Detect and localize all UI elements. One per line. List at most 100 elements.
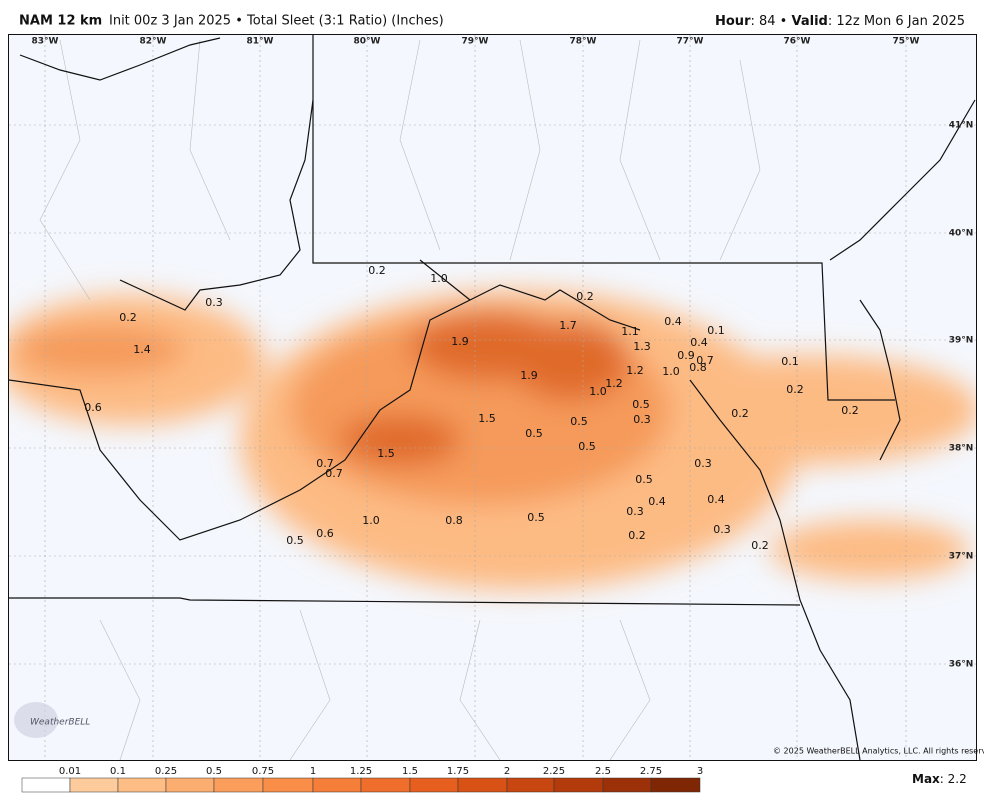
value-label: 0.8 (689, 361, 707, 374)
colorbar-swatch (602, 777, 652, 793)
logo: WeatherBELL (30, 718, 90, 728)
lat-label: 38°N (949, 444, 974, 454)
value-label: 0.7 (325, 467, 343, 480)
colorbar-swatch (457, 777, 508, 793)
max-label: Max (912, 772, 940, 786)
max: Max: 2.2 (912, 772, 967, 786)
lon-label: 78°W (570, 37, 597, 47)
value-label: 0.5 (527, 511, 545, 524)
value-label: 0.5 (525, 427, 543, 440)
sleet-shading (9, 290, 976, 590)
colorbar-label: 0.01 (59, 766, 81, 777)
colorbar-swatch (117, 777, 167, 793)
county-lines (39, 39, 761, 760)
value-label: 1.7 (559, 319, 577, 332)
colorbar-label: 1.75 (447, 766, 469, 777)
value-label: 0.5 (570, 415, 588, 428)
value-label: 0.2 (751, 539, 769, 552)
value-label: 1.2 (626, 364, 644, 377)
hour: Hour: 84 • Valid: 12z Mon 6 Jan 2025 (715, 14, 965, 29)
map-layer (9, 35, 976, 760)
value-label: 0.2 (731, 407, 749, 420)
colorbar-label: 3 (697, 766, 703, 777)
lon-label: 75°W (893, 37, 920, 47)
value-label: 0.5 (286, 534, 304, 547)
lon-label: 77°W (677, 37, 704, 47)
value-label: 1.3 (633, 340, 651, 353)
colorbar-label: 2.25 (543, 766, 565, 777)
value-label: 1.9 (520, 369, 538, 382)
colorbar-swatch (506, 777, 555, 793)
colorbar-swatch (213, 777, 264, 793)
colorbar-swatch (312, 777, 362, 793)
borders (9, 35, 976, 760)
value-label: 0.4 (664, 315, 682, 328)
value-label: 0.1 (707, 324, 725, 337)
value-label: 0.2 (576, 290, 594, 303)
colorbar-swatch (650, 777, 701, 793)
colorbar-label: 2.5 (595, 766, 611, 777)
colorbar-label: 0.1 (110, 766, 126, 777)
colorbar-label: 0.25 (155, 766, 177, 777)
value-label: 0.2 (786, 383, 804, 396)
colorbar-swatch (409, 777, 459, 793)
value-label: 1.0 (430, 272, 448, 285)
colorbar: 0.01 0.1 0.25 0.5 0.75 1 1.25 1.5 1.75 2 2.25 2.5 2.… (21, 766, 703, 793)
valid-label: Valid (791, 14, 827, 29)
hour-label: Hour (715, 14, 751, 29)
lat-label: 37°N (949, 552, 974, 562)
value-label: 1.5 (478, 412, 496, 425)
value-label: 1.5 (377, 447, 395, 460)
lat-label: 41°N (949, 121, 974, 131)
value-label: 0.4 (690, 336, 708, 349)
lat-label: 39°N (949, 336, 974, 346)
colorbar-swatch (21, 777, 71, 793)
value-label: 0.5 (578, 440, 596, 453)
value-label: 0.5 (632, 398, 650, 411)
lon-label: 79°W (462, 37, 489, 47)
lon-label: 82°W (140, 37, 167, 47)
colorbar-swatch (69, 777, 119, 793)
value-label: 0.3 (713, 523, 731, 536)
value-label: 0.7 (696, 354, 714, 367)
value-label: 0.2 (368, 264, 386, 277)
colorbar-swatch (165, 777, 215, 793)
value-label: 0.4 (707, 493, 725, 506)
lon-label: 80°W (354, 37, 381, 47)
lat-label: 36°N (949, 660, 974, 670)
value-label: 1.0 (362, 514, 380, 527)
value-label: 0.5 (635, 473, 653, 486)
header-info: Init 00z 3 Jan 2025 • Total Sleet (3:1 R… (109, 14, 444, 29)
model-name: NAM 12 km (19, 14, 102, 29)
value-label: 0.9 (677, 349, 695, 362)
value-label: 0.8 (445, 514, 463, 527)
graticule (9, 35, 976, 760)
valid-value: : 12z Mon 6 Jan 2025 (828, 14, 965, 29)
lat-label: 40°N (949, 229, 974, 239)
value-label: 0.2 (841, 404, 859, 417)
colorbar-swatch (360, 777, 411, 793)
lon-label: 76°W (784, 37, 811, 47)
value-label: 1.1 (621, 325, 639, 338)
value-label: 0.1 (781, 355, 799, 368)
value-label: 1.2 (605, 377, 623, 390)
value-label: 0.3 (694, 457, 712, 470)
colorbar-label: 2 (504, 766, 510, 777)
map-value-labels: 0.21.00.30.20.21.7 0.41.1 0.11.91.4 1.3 0.40… (84, 264, 859, 552)
value-label: 0.4 (648, 495, 666, 508)
colorbar-swatch (262, 777, 314, 793)
colorbar-label: 1.25 (350, 766, 372, 777)
value-label: 1.0 (662, 365, 680, 378)
value-label: 0.6 (316, 527, 334, 540)
value-label: 0.7 (316, 457, 334, 470)
copyright: © 2025 WeatherBELL Analytics, LLC. All r… (773, 747, 984, 756)
colorbar-label: 0.5 (206, 766, 222, 777)
logo-mark (14, 702, 58, 738)
value-label: 0.3 (205, 296, 223, 309)
colorbar-label: 2.75 (640, 766, 662, 777)
max-value: : 2.2 (940, 772, 967, 786)
value-label: 0.2 (628, 529, 646, 542)
colorbar-label: 0.75 (252, 766, 274, 777)
lon-label: 81°W (247, 37, 274, 47)
lon-label: 83°W (32, 37, 59, 47)
